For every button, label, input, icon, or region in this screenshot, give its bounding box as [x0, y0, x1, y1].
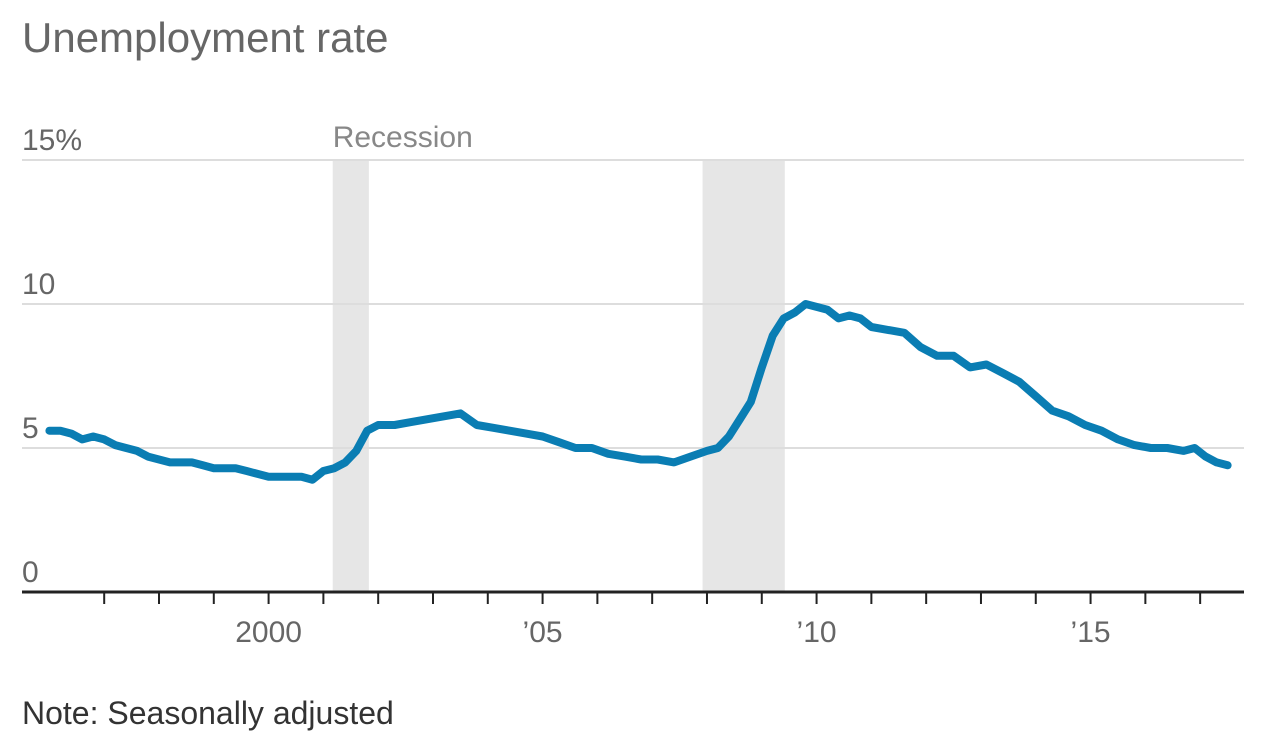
chart-title: Unemployment rate — [22, 14, 389, 61]
y-tick-label-10: 10 — [22, 268, 55, 301]
x-tick-label-2015: ’15 — [1071, 616, 1111, 649]
recession-band-2 — [702, 160, 785, 592]
y-tick-label-0: 0 — [22, 556, 39, 589]
y-tick-label-15: 15% — [22, 124, 82, 157]
recession-band-1 — [332, 160, 369, 592]
x-axis: 2000 ’05 ’10 ’15 — [22, 590, 1244, 649]
series-lines — [45, 300, 1232, 484]
x-tick-label-2005: ’05 — [523, 616, 563, 649]
y-axis-labels: 0 5 10 15% — [22, 124, 82, 589]
y-tick-label-5: 5 — [22, 412, 39, 445]
x-tick-label-2010: ’10 — [797, 616, 837, 649]
gridlines — [22, 159, 1244, 449]
recession-bands — [332, 160, 785, 592]
chart-note: Note: Seasonally adjusted — [22, 695, 394, 731]
series-line-1 — [45, 300, 1232, 484]
recession-label: Recession — [333, 121, 473, 154]
x-tick-label-2000: 2000 — [235, 616, 302, 649]
